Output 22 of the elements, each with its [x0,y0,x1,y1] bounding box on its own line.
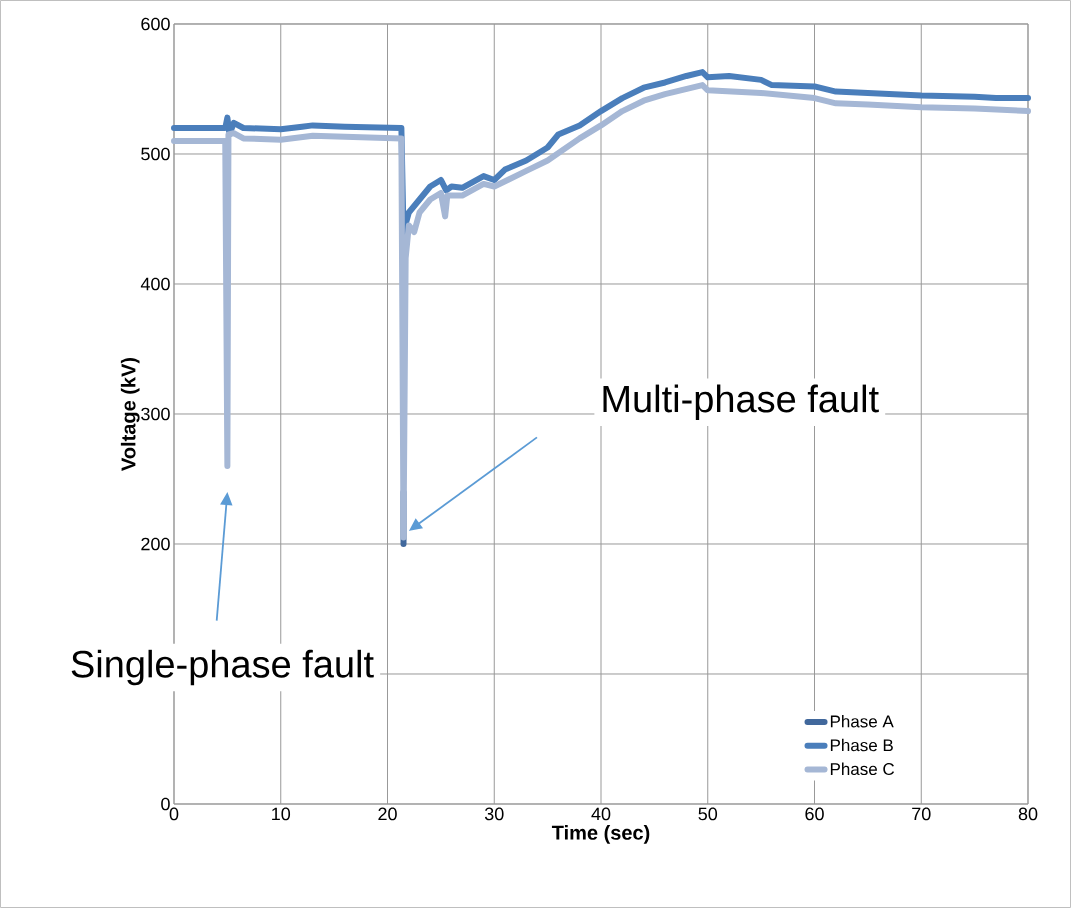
x-tick-label: 60 [805,807,824,821]
y-tick-label: 200 [141,537,170,551]
x-tick-label: 0 [169,807,179,821]
annotation: Single-phase fault [71,649,374,686]
x-tick-label: 50 [698,807,718,821]
y-tick-label: 0 [161,797,170,811]
legend-label: Phase A [830,715,894,728]
x-tick-label: 10 [272,807,291,821]
legend-label: Phase C [830,762,895,776]
annotation: Multi-phase fault [603,384,879,421]
x-axis-title: Time (sec) [551,825,650,844]
y-tick-label: 300 [141,407,170,421]
legend-label: Phase B [830,738,893,752]
y-axis-title: Voltage (kV) [120,357,140,471]
x-tick-label: 20 [378,807,397,821]
y-tick-label: 500 [141,147,170,161]
x-tick-label: 30 [484,807,504,821]
x-tick-label: 80 [1018,807,1038,821]
x-tick-label: 40 [591,807,611,821]
y-tick-label: 400 [140,277,170,291]
x-tick-label: 70 [912,807,931,821]
y-tick-label: 600 [141,17,170,31]
